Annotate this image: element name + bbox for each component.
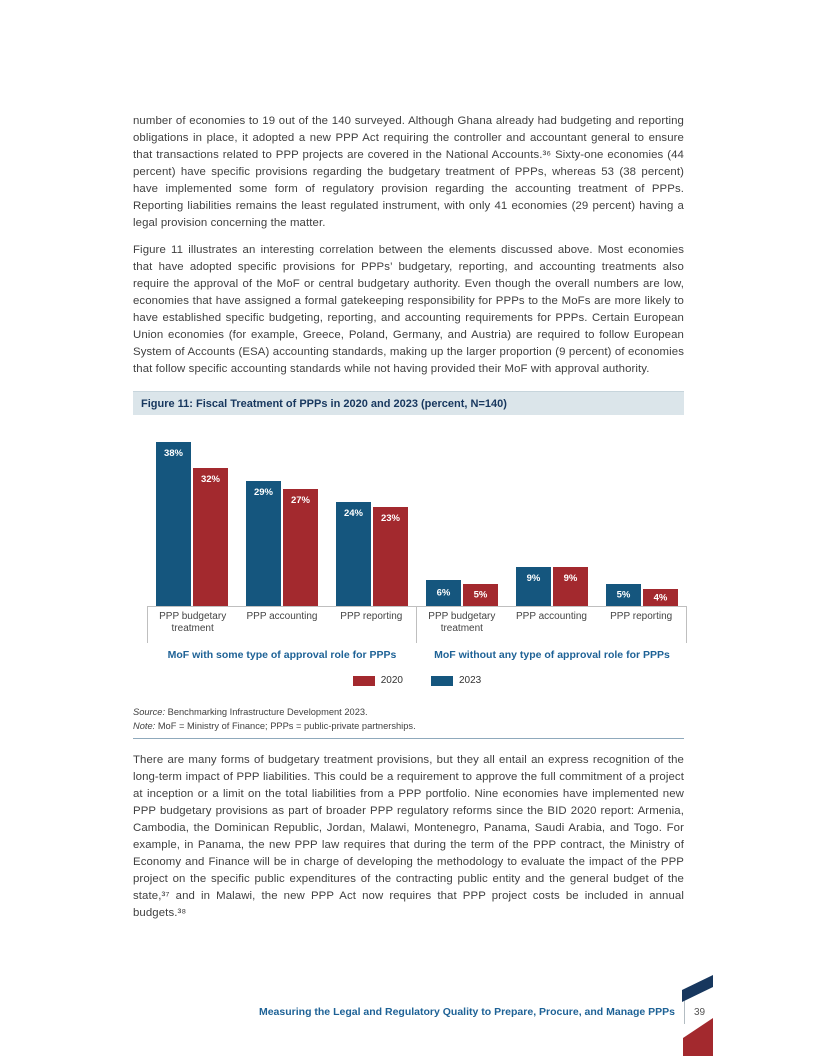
bar-pair: 38% 32% — [156, 442, 228, 606]
page-content: number of economies to 19 out of the 140… — [133, 113, 687, 922]
body-paragraph-1: number of economies to 19 out of the 140… — [133, 115, 684, 229]
axis-group: PPP budgetary treatment PPP accounting PPP… — [417, 607, 687, 643]
bar-2020: 5% — [463, 584, 498, 606]
chart-legend: 2020 2023 — [147, 675, 687, 686]
chart-group-title: MoF without any type of approval role fo… — [434, 649, 670, 661]
figure-source-line: Source: Benchmarking Infrastructure Deve… — [133, 706, 684, 720]
axis-category-label: PPP reporting — [340, 611, 403, 622]
bar-value-label: 38% — [163, 448, 183, 459]
bar-value-label: 23% — [380, 513, 400, 524]
bar-2020: 27% — [283, 489, 318, 606]
bar-2020: 32% — [193, 468, 228, 606]
legend-swatch-2023 — [431, 675, 453, 686]
footer-running-title: Measuring the Legal and Regulatory Quali… — [258, 1006, 675, 1018]
chart-area: 38% 32% 29% 27% 24% 23% 6% 5% 9% 9% 5% 4% PPP budge… — [147, 439, 687, 686]
bar-value-label: 5% — [473, 589, 488, 601]
figure-title-banner: Figure 11: Fiscal Treatment of PPPs in 2… — [133, 391, 684, 415]
axis-category-label: PPP accounting — [246, 611, 318, 622]
bar-2023: 29% — [246, 481, 281, 606]
bar-pair: 6% 5% — [426, 580, 498, 606]
chart-group-title: MoF with some type of approval role for … — [167, 649, 397, 661]
bar-group: 6% 5% 9% 9% 5% 4% — [417, 567, 687, 606]
bar-2023: 24% — [336, 502, 371, 606]
axis-category-label: PPP accounting — [516, 611, 587, 622]
legend-swatch-2020 — [352, 675, 375, 686]
legend-item-2020: 2020 — [352, 675, 403, 686]
bar-2020: 23% — [373, 507, 408, 606]
body-paragraph-3: There are many forms of budgetary treatm… — [133, 754, 684, 919]
chart-axis-labels: PPP budgetary treatment PPP accounting PPP… — [147, 607, 687, 643]
axis-category-label: PPP budgetary treatment — [159, 611, 227, 634]
source-text: Benchmarking Infrastructure Development … — [165, 707, 368, 717]
corner-stripe-red-icon — [683, 1018, 713, 1056]
bar-value-label: 9% — [526, 573, 541, 584]
figure-source-note: Source: Benchmarking Infrastructure Deve… — [133, 706, 684, 733]
bar-2023: 5% — [606, 584, 641, 606]
category-slot: 38% 32% — [147, 442, 237, 606]
figure-note-line: Note: MoF = Ministry of Finance; PPPs = … — [133, 720, 684, 734]
bar-value-label: 6% — [436, 587, 451, 599]
bar-value-label: 29% — [253, 487, 273, 498]
bar-pair: 24% 23% — [336, 502, 408, 606]
footer-divider-line — [684, 1000, 685, 1024]
bar-pair: 5% 4% — [606, 584, 678, 606]
chart-plot: 38% 32% 29% 27% 24% 23% 6% 5% 9% 9% 5% 4% — [147, 439, 687, 607]
body-paragraph-2: Figure 11 illustrates an interesting cor… — [133, 244, 684, 375]
section-divider-rule — [133, 738, 684, 739]
axis-category-label: PPP reporting — [610, 611, 673, 622]
bar-value-label: 5% — [616, 589, 631, 601]
category-slot: 5% 4% — [597, 567, 687, 606]
figure-11-chart: 38% 32% 29% 27% 24% 23% 6% 5% 9% 9% 5% 4% PPP budge… — [133, 439, 687, 686]
category-slot: 24% 23% — [327, 442, 417, 606]
page-footer: Measuring the Legal and Regulatory Quali… — [133, 1000, 714, 1024]
bar-value-label: 24% — [343, 508, 363, 519]
chart-group-titles: MoF with some type of approval role for … — [147, 649, 687, 661]
note-text: MoF = Ministry of Finance; PPPs = public… — [155, 720, 416, 731]
bar-pair: 9% 9% — [516, 567, 588, 606]
axis-group: PPP budgetary treatment PPP accounting PPP… — [147, 607, 417, 643]
figure-title: Figure 11: Fiscal Treatment of PPPs in 2… — [141, 398, 507, 410]
bar-2023: 6% — [426, 580, 461, 606]
bar-pair: 29% 27% — [246, 481, 318, 606]
legend-label: 2020 — [380, 675, 403, 686]
bar-value-label: 27% — [290, 495, 310, 506]
bar-2023: 9% — [516, 567, 551, 606]
category-slot: 29% 27% — [237, 442, 327, 606]
bar-value-label: 32% — [200, 474, 220, 485]
bar-2020: 4% — [643, 589, 678, 606]
bar-value-label: 9% — [563, 573, 578, 584]
bar-2020: 9% — [553, 567, 588, 606]
legend-item-2023: 2023 — [431, 675, 481, 686]
bar-value-label: 4% — [653, 592, 668, 603]
category-slot: 9% 9% — [507, 567, 597, 606]
page-number: 39 — [693, 1006, 706, 1018]
legend-label: 2023 — [459, 675, 482, 686]
corner-stripe-navy-icon — [682, 975, 713, 1002]
note-label: Note: — [133, 720, 156, 731]
corner-decoration — [682, 975, 713, 1056]
category-slot: 6% 5% — [417, 567, 507, 606]
source-label: Source: — [133, 707, 166, 717]
bar-group: 38% 32% 29% 27% 24% 23% — [147, 442, 417, 606]
axis-category-label: PPP budgetary treatment — [428, 611, 496, 634]
bar-2023: 38% — [156, 442, 191, 606]
